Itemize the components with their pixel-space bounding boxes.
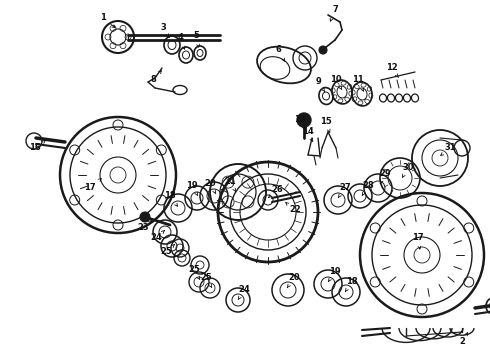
Text: 3: 3 <box>0 359 1 360</box>
Text: 17: 17 <box>84 179 101 193</box>
Circle shape <box>297 113 311 127</box>
Text: 3: 3 <box>160 23 170 37</box>
Text: 25: 25 <box>188 266 200 280</box>
Text: 13: 13 <box>294 116 306 130</box>
Text: 16: 16 <box>29 140 46 153</box>
Circle shape <box>140 212 150 222</box>
Text: 17: 17 <box>412 234 424 249</box>
Text: 25: 25 <box>160 244 174 256</box>
Text: 18: 18 <box>164 192 177 206</box>
Text: 20: 20 <box>287 274 300 288</box>
Text: 1: 1 <box>0 359 1 360</box>
Text: 30: 30 <box>402 163 414 178</box>
Text: 5: 5 <box>193 31 199 47</box>
Text: 22: 22 <box>286 203 301 215</box>
Text: 19: 19 <box>186 181 198 196</box>
Text: 4: 4 <box>177 33 185 49</box>
Text: 20: 20 <box>204 180 216 194</box>
Text: 4: 4 <box>0 359 1 360</box>
Text: 31: 31 <box>441 144 456 156</box>
Circle shape <box>319 46 327 54</box>
Text: 15: 15 <box>320 117 332 132</box>
Text: 14: 14 <box>302 127 314 142</box>
Text: 24: 24 <box>150 230 165 243</box>
Text: 28: 28 <box>362 181 374 196</box>
Text: 18: 18 <box>345 278 358 292</box>
Text: 26: 26 <box>269 185 283 198</box>
Text: 12: 12 <box>386 63 398 78</box>
Text: 23: 23 <box>137 221 151 233</box>
Text: 9: 9 <box>315 77 325 92</box>
Text: 2: 2 <box>459 332 468 346</box>
Text: 10: 10 <box>330 76 342 90</box>
Text: 7: 7 <box>330 5 338 21</box>
Text: 27: 27 <box>338 184 351 198</box>
Text: 11: 11 <box>352 76 364 91</box>
Text: 25: 25 <box>200 274 212 288</box>
Text: 29: 29 <box>379 170 391 184</box>
Text: 1: 1 <box>100 13 115 28</box>
Text: 8: 8 <box>150 71 161 85</box>
Text: 21: 21 <box>224 177 236 192</box>
Text: 24: 24 <box>238 285 250 300</box>
Text: 6: 6 <box>275 45 285 61</box>
Text: 19: 19 <box>328 267 341 282</box>
